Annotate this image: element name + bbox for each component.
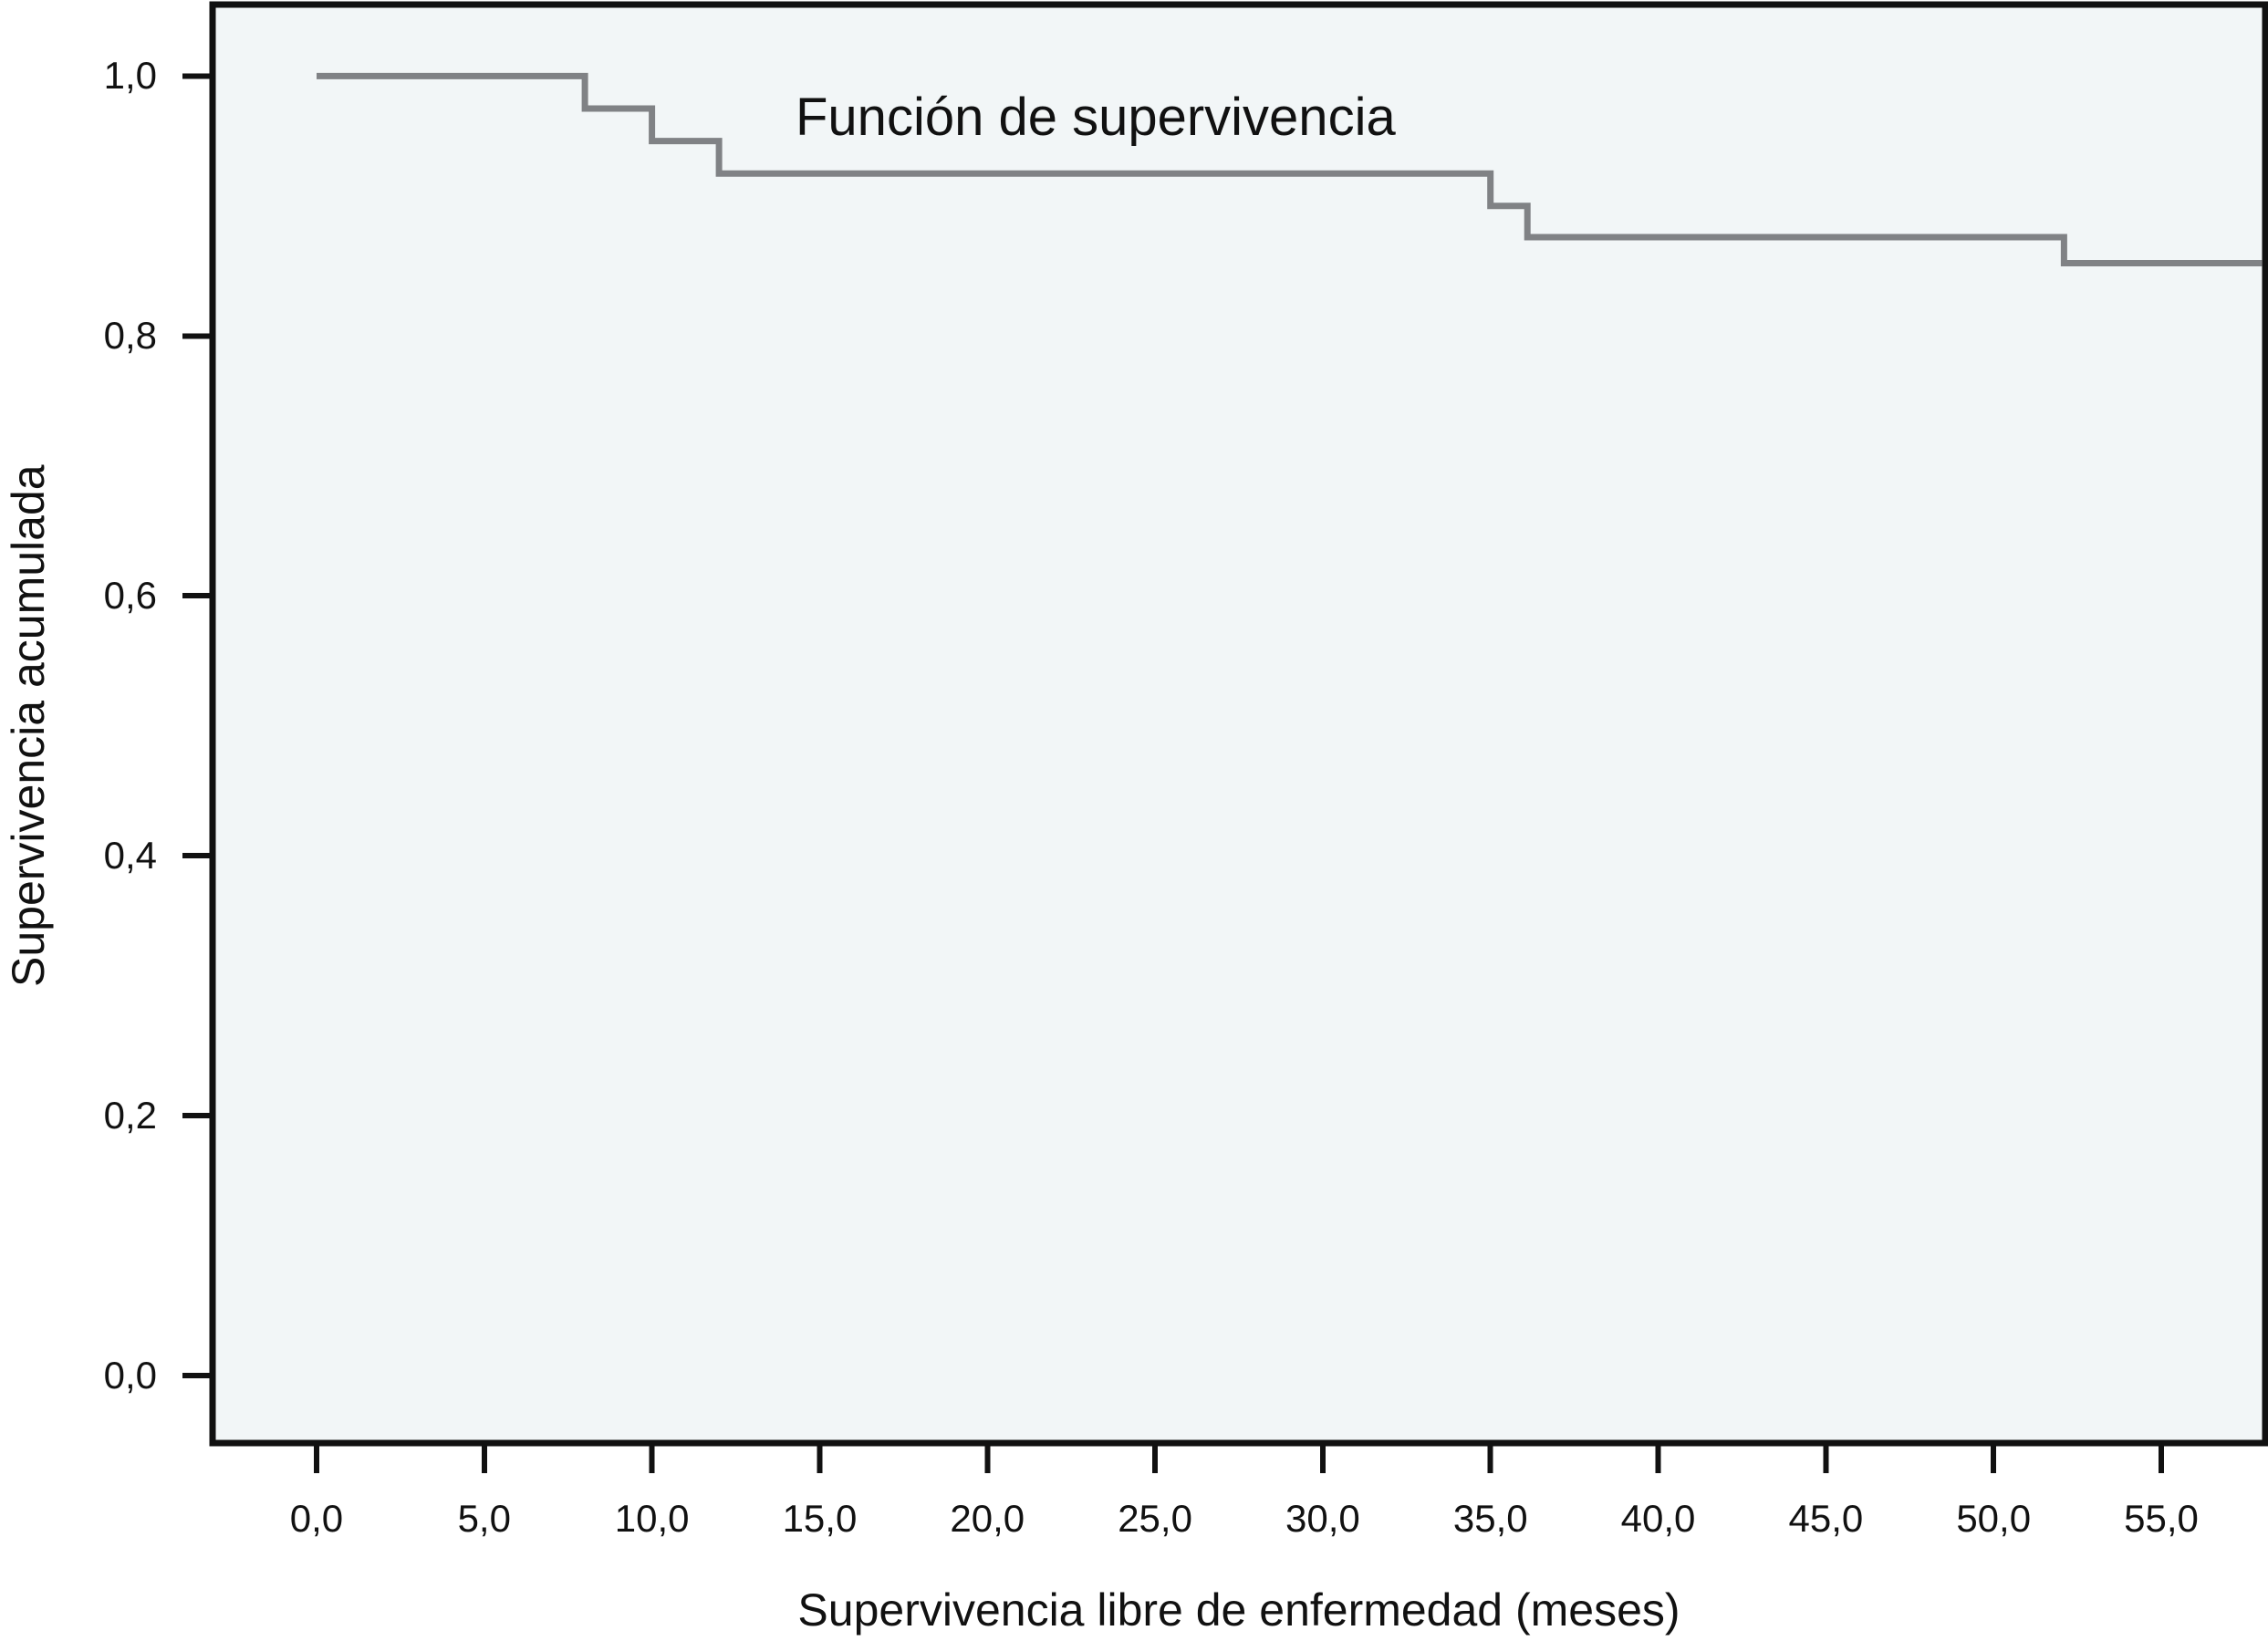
- x-tick-label: 55,0: [2124, 1497, 2199, 1540]
- x-tick-label: 15,0: [782, 1497, 858, 1540]
- x-tick-label: 50,0: [1956, 1497, 2032, 1540]
- chart-title: Función de supervivencia: [796, 88, 1396, 147]
- plot-frame: [209, 1, 2268, 1447]
- y-tick-label: 0,2: [103, 1094, 157, 1137]
- y-tick-label: 0,4: [103, 834, 157, 878]
- x-tick-label: 45,0: [1788, 1497, 1864, 1540]
- x-tick-label: 40,0: [1620, 1497, 1696, 1540]
- x-tick-label: 35,0: [1452, 1497, 1528, 1540]
- x-tick-label: 0,0: [289, 1497, 344, 1540]
- x-tick-label: 5,0: [457, 1497, 511, 1540]
- y-tick-label: 1,0: [103, 54, 157, 98]
- survival-curve: [317, 72, 2263, 266]
- x-tick-label: 10,0: [614, 1497, 690, 1540]
- x-tick-label: 25,0: [1118, 1497, 1192, 1540]
- plot-background: [213, 5, 2265, 1443]
- x-axis-title: Supervivencia libre de enfermedad (meses…: [797, 1584, 1680, 1636]
- x-tick-label: 30,0: [1285, 1497, 1360, 1540]
- y-tick-label: 0,8: [103, 314, 157, 358]
- y-tick-label: 0,6: [103, 574, 157, 618]
- y-tick-label: 0,0: [103, 1353, 157, 1397]
- x-tick-label: 20,0: [950, 1497, 1025, 1540]
- y-axis-title: Supervivencia acumulada: [3, 464, 54, 988]
